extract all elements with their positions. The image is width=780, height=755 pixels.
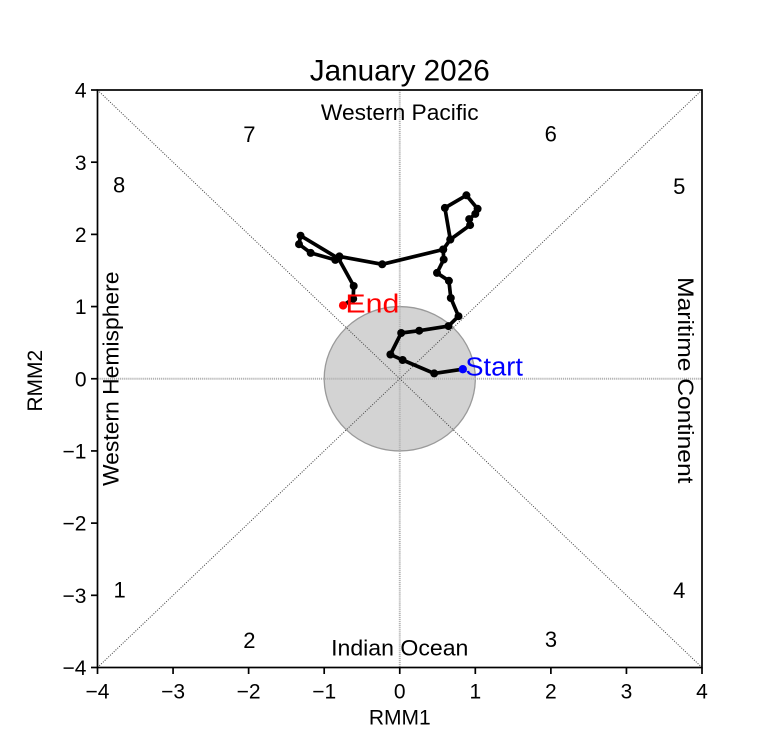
svg-text:0: 0 <box>75 368 87 391</box>
svg-text:1: 1 <box>75 296 87 319</box>
svg-text:RMM1: RMM1 <box>369 707 431 730</box>
svg-text:4: 4 <box>673 578 685 603</box>
svg-text:−1: −1 <box>63 441 87 464</box>
svg-text:3: 3 <box>545 627 557 652</box>
svg-text:0: 0 <box>394 680 406 703</box>
svg-text:3: 3 <box>621 680 633 703</box>
svg-text:4: 4 <box>75 80 87 103</box>
svg-text:−2: −2 <box>237 680 261 703</box>
svg-text:Indian Ocean: Indian Ocean <box>331 635 468 660</box>
svg-text:January 2026: January 2026 <box>310 54 490 87</box>
svg-text:7: 7 <box>243 122 255 147</box>
svg-text:5: 5 <box>673 174 685 199</box>
svg-text:Start: Start <box>465 353 523 381</box>
svg-text:3: 3 <box>75 152 87 175</box>
svg-text:2: 2 <box>75 224 87 247</box>
svg-text:−4: −4 <box>86 680 110 703</box>
svg-text:−2: −2 <box>63 513 87 536</box>
svg-text:2: 2 <box>545 680 557 703</box>
svg-text:4: 4 <box>696 680 708 703</box>
svg-text:2: 2 <box>243 628 255 653</box>
svg-text:1: 1 <box>113 578 125 603</box>
svg-text:−1: −1 <box>312 680 336 703</box>
svg-text:Maritime Continent: Maritime Continent <box>673 277 698 483</box>
svg-text:−3: −3 <box>161 680 185 703</box>
svg-text:1: 1 <box>469 680 481 703</box>
svg-text:−4: −4 <box>63 657 87 680</box>
svg-text:−3: −3 <box>63 585 87 608</box>
svg-text:Western Pacific: Western Pacific <box>321 100 479 125</box>
svg-text:Western Hemisphere: Western Hemisphere <box>98 272 123 487</box>
svg-text:RMM2: RMM2 <box>24 350 47 412</box>
svg-text:End: End <box>345 290 399 318</box>
svg-text:8: 8 <box>113 173 125 198</box>
svg-text:6: 6 <box>545 122 557 147</box>
